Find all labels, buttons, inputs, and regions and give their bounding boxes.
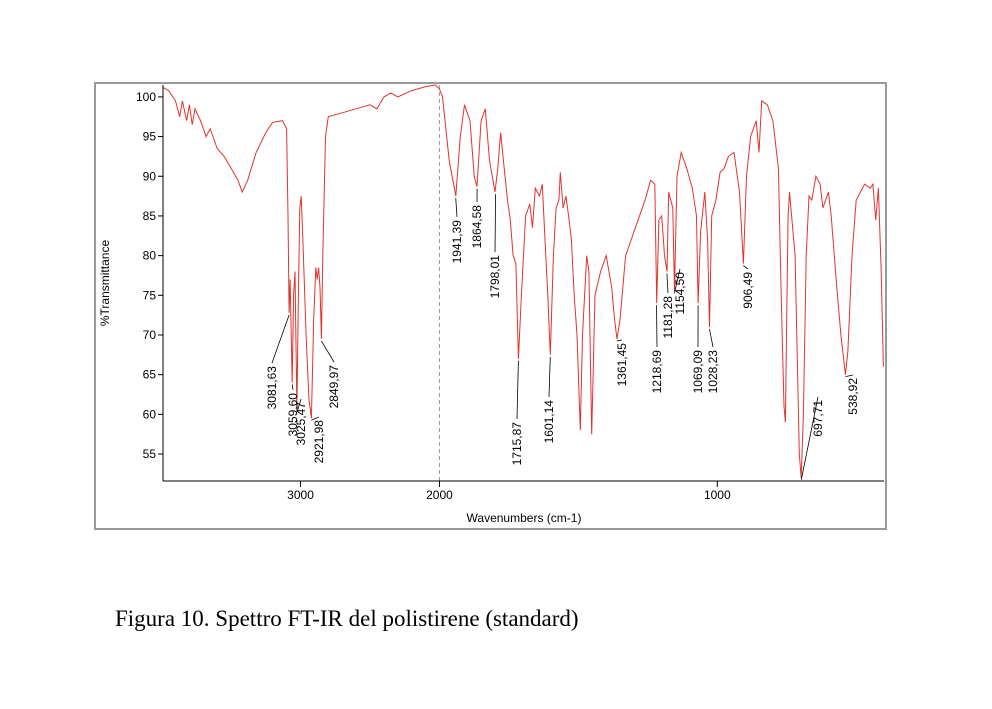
annotation-label: 1798,01 [488,255,502,299]
y-tick-label: 85 [143,209,157,223]
annotation-leader [516,360,519,420]
y-tick-label: 55 [143,447,157,461]
annotation-label: 1154,50 [673,272,687,315]
annotation-label: 3059,60 [286,393,300,437]
y-tick-label: 90 [143,169,157,183]
x-axis-label: Wavenumbers (cm-1) [467,511,582,525]
annotation-leader [673,268,681,294]
annotation-label: 1218,69 [650,350,664,394]
annotation-label: 1361,45 [615,343,629,387]
annotation-leader [311,416,320,421]
annotation-leader [709,328,714,348]
annotation-label: 2849,97 [327,365,341,409]
annotation-label: 1601,14 [542,400,556,444]
annotation-label: 1715,87 [510,422,524,466]
annotation-leader [291,384,294,391]
annotation-leader [800,396,819,480]
annotation-leader [845,374,854,378]
annotation-leader [455,198,458,218]
annotation-label: 3025,47 [294,402,308,446]
y-tick-label: 95 [143,130,157,144]
annotation-label: 1864,58 [470,205,484,249]
y-tick-label: 80 [143,249,157,263]
annotation-label: 3081,63 [265,366,279,410]
y-axis-label: %Transmittance [98,240,112,327]
annotation-label: 1941,39 [450,220,464,264]
y-tick-label: 70 [143,328,157,342]
annotation-label: 538,92 [846,378,860,415]
annotation-leader [494,194,496,253]
annotation-leader [743,265,749,270]
caption: Figura 10. Spettro FT-IR del polistirene… [115,606,579,631]
annotation-label: 1181,28 [661,296,675,339]
y-tick-label: 75 [143,288,157,302]
annotation-leader [666,273,669,294]
y-tick-label: 60 [143,407,157,421]
annotation-label: 906,49 [741,272,755,309]
annotation-label: 1069,09 [691,350,705,394]
x-tick-label: 1000 [704,488,731,502]
annotation-leader [616,339,623,342]
y-tick-label: 65 [143,368,157,382]
spectrum-line [162,84,884,478]
annotation-leader [296,398,302,413]
annotation-leader [271,314,290,364]
x-tick-label: 3000 [287,488,314,502]
annotation-label: 697,71 [811,400,825,437]
x-tick-label: 2000 [426,488,453,502]
annotation-leader [321,340,335,363]
chart-frame [94,82,887,530]
annotation-label: 2921,98 [312,420,326,464]
y-tick-label: 100 [136,90,156,104]
annotation-leader [548,356,551,398]
annotation-label: 1028,23 [706,350,720,394]
